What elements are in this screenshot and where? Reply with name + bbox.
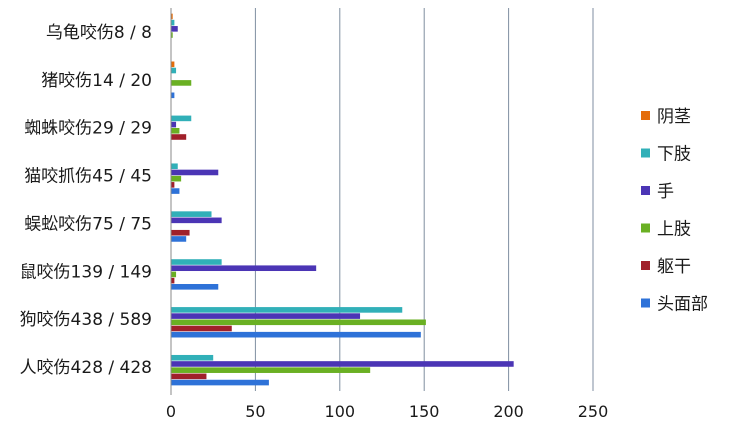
bar <box>171 169 219 176</box>
bar <box>171 19 175 26</box>
grid-lines <box>254 8 594 391</box>
bar <box>171 373 207 380</box>
bar <box>171 67 177 74</box>
x-tick-label: 250 <box>578 402 609 421</box>
bar <box>171 175 182 182</box>
legend-swatch <box>641 223 650 233</box>
bar <box>171 361 514 367</box>
category-label: 乌龟咬伤8 / 8 <box>46 23 152 43</box>
x-tick-label: 200 <box>493 402 524 421</box>
bar <box>171 32 173 38</box>
bar <box>171 313 361 319</box>
bar <box>171 211 212 217</box>
bar <box>171 284 219 290</box>
bar <box>171 134 187 140</box>
x-tick-label: 50 <box>245 402 265 421</box>
bar <box>171 331 421 338</box>
legend-swatch <box>641 186 650 195</box>
legend-label: 头面部 <box>657 295 708 315</box>
bar <box>171 319 426 326</box>
x-tick-label: 0 <box>166 402 176 421</box>
bar <box>171 188 180 194</box>
bar <box>171 271 177 278</box>
bar <box>171 92 175 99</box>
bar <box>171 217 222 224</box>
legend-label: 躯干 <box>657 257 691 277</box>
bar <box>171 307 403 313</box>
bar <box>171 115 192 122</box>
bar <box>171 80 192 86</box>
legend-swatch <box>641 148 650 158</box>
legend-label: 阴茎 <box>657 107 691 127</box>
bar <box>171 236 187 242</box>
category-label: 猫咬抓伤45 / 45 <box>24 167 152 187</box>
bar <box>171 182 175 188</box>
bar <box>171 379 269 386</box>
category-label: 鼠咬伤139 / 149 <box>20 262 152 282</box>
legend-swatch <box>641 298 650 308</box>
x-tick-label: 100 <box>325 402 356 421</box>
axes: 0 50 100 150 200 250 乌龟咬伤8 / 8 猪咬伤14 / 20 蜘蛛咬伤29… <box>20 8 609 421</box>
legend-label: 手 <box>657 182 674 202</box>
legend-swatch <box>641 111 650 120</box>
category-label: 狗咬伤438 / 589 <box>20 310 152 330</box>
category-label: 人咬伤428 / 428 <box>20 358 152 378</box>
bar <box>171 265 317 272</box>
x-tick-label: 150 <box>409 402 440 421</box>
category-label: 蜘蛛咬伤29 / 29 <box>24 119 152 139</box>
legend-swatch <box>641 261 650 270</box>
category-label: 猪咬伤14 / 20 <box>41 71 152 91</box>
bar <box>171 277 175 284</box>
bar <box>171 163 178 170</box>
bar <box>171 127 180 134</box>
legend-label: 下肢 <box>657 145 691 165</box>
category-label: 蜈蚣咬伤75 / 75 <box>24 214 152 234</box>
bars <box>171 13 514 386</box>
bar <box>171 121 177 128</box>
bar <box>171 367 371 373</box>
bar <box>171 229 190 236</box>
bar <box>171 13 173 20</box>
bar <box>171 61 175 68</box>
bar <box>171 26 178 32</box>
bar <box>171 354 214 361</box>
legend-label: 上肢 <box>657 220 691 240</box>
bar <box>171 259 222 265</box>
bar <box>171 325 232 332</box>
